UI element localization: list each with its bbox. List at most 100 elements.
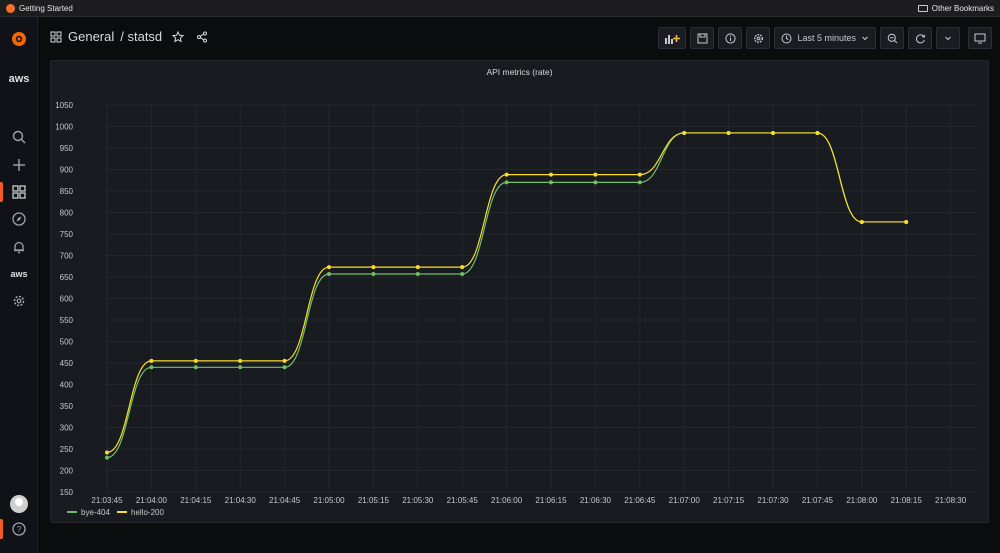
dashboards-nav[interactable] — [0, 180, 38, 204]
chevron-down-icon — [862, 36, 868, 41]
x-tick-label: 21:05:30 — [402, 496, 434, 505]
data-point — [193, 365, 198, 370]
data-point — [904, 219, 909, 224]
dashboard-settings-button[interactable] — [746, 27, 771, 49]
add-panel-icon — [665, 34, 681, 44]
alerting-nav[interactable] — [0, 235, 38, 259]
refresh-icon — [915, 33, 925, 43]
y-tick-label: 350 — [60, 402, 74, 411]
x-axis: 21:03:45 21:04:00 21:04:15 21:04:30 21:04:45… — [91, 496, 966, 505]
data-point — [193, 358, 198, 363]
x-tick-label: 21:06:30 — [580, 496, 612, 505]
search-nav[interactable] — [0, 125, 38, 149]
gear-icon — [753, 33, 764, 43]
x-tick-label: 21:06:15 — [535, 496, 567, 505]
monitor-icon — [974, 33, 986, 43]
plus-icon — [13, 159, 25, 171]
x-tick-label: 21:05:45 — [447, 496, 479, 505]
y-axis: 150 200 250 300 350 400 450 500 550 600 650 700 750 8… — [55, 101, 73, 497]
data-point — [859, 219, 864, 224]
data-point — [415, 265, 420, 270]
explore-nav[interactable] — [0, 207, 38, 231]
data-point — [593, 180, 598, 185]
save-dashboard-button[interactable] — [690, 27, 715, 49]
data-point — [282, 358, 287, 363]
dashboards-grid-icon — [12, 185, 26, 199]
dashboard-toolbar: Last 5 minutes — [658, 27, 992, 49]
y-tick-label: 550 — [60, 316, 74, 325]
share-icon[interactable] — [196, 31, 208, 43]
x-tick-label: 21:07:15 — [713, 496, 745, 505]
breadcrumb-folder[interactable]: General — [68, 29, 115, 44]
legend-label[interactable]: bye-404 — [81, 508, 110, 517]
data-point — [371, 271, 376, 276]
help-nav[interactable]: ? — [0, 517, 38, 541]
grafana-logo-icon — [12, 32, 26, 46]
series-layer — [105, 130, 909, 460]
add-panel-button[interactable] — [658, 27, 687, 49]
x-tick-label: 21:04:30 — [225, 496, 257, 505]
page-title[interactable]: / statsd — [120, 29, 163, 44]
y-tick-label: 450 — [60, 359, 74, 368]
legend-label[interactable]: hello-200 — [131, 508, 164, 517]
y-tick-label: 200 — [60, 467, 74, 476]
configuration-nav[interactable] — [0, 289, 38, 313]
graph-panel[interactable]: API metrics (rate) 150 200 250 300 350 400 450… — [50, 60, 989, 523]
dashboard-navbar: General / statsd Last 5 minutes — [38, 17, 1000, 59]
refresh-button[interactable] — [908, 27, 932, 49]
svg-text:?: ? — [17, 525, 22, 534]
dashboard-info-button[interactable] — [718, 27, 743, 49]
profile-nav[interactable] — [0, 492, 38, 516]
x-tick-label: 21:05:00 — [313, 496, 345, 505]
data-point — [504, 180, 509, 185]
data-point — [149, 358, 154, 363]
star-icon[interactable] — [172, 30, 185, 43]
bookmark-getting-started[interactable]: Getting Started — [6, 3, 73, 13]
refresh-interval-button[interactable] — [936, 27, 960, 49]
firefox-icon — [6, 3, 15, 13]
x-tick-label: 21:03:45 — [91, 496, 123, 505]
y-tick-label: 950 — [60, 144, 74, 153]
data-point — [238, 365, 243, 370]
aws-logo[interactable]: aws — [0, 67, 38, 91]
data-point — [327, 271, 331, 276]
aws-nav[interactable]: aws — [0, 262, 38, 286]
sidebar: aws aws ? — [0, 17, 38, 553]
aws-label: aws — [10, 269, 28, 279]
data-point — [460, 271, 465, 276]
x-tick-label: 21:05:15 — [358, 496, 390, 505]
dashboard-grid-icon — [50, 31, 62, 42]
data-point — [327, 265, 331, 270]
x-tick-label: 21:06:00 — [491, 496, 523, 505]
data-point — [504, 172, 509, 177]
data-point — [771, 130, 775, 135]
bookmark-other-bookmarks[interactable]: Other Bookmarks — [917, 3, 994, 13]
y-tick-label: 650 — [60, 273, 74, 282]
x-tick-label: 21:06:45 — [624, 496, 656, 505]
time-picker-button[interactable]: Last 5 minutes — [774, 27, 876, 49]
y-tick-label: 400 — [60, 381, 74, 390]
y-tick-label: 900 — [60, 166, 74, 175]
search-icon — [12, 130, 26, 144]
x-tick-label: 21:08:30 — [935, 496, 967, 505]
zoom-out-button[interactable] — [880, 27, 904, 49]
grafana-logo[interactable] — [0, 27, 38, 51]
data-point — [549, 180, 553, 185]
bookmarks-bar: Getting Started Other Bookmarks — [0, 0, 1000, 17]
create-nav[interactable] — [0, 153, 38, 177]
chart-grid — [106, 104, 978, 493]
avatar — [10, 495, 28, 513]
y-tick-label: 700 — [60, 252, 74, 261]
x-tick-label: 21:08:00 — [846, 496, 878, 505]
x-tick-label: 21:04:45 — [269, 496, 301, 505]
x-tick-label: 21:07:45 — [802, 496, 834, 505]
gear-icon — [13, 295, 25, 307]
x-tick-label: 21:04:15 — [180, 496, 212, 505]
bookmark-label: Other Bookmarks — [931, 3, 994, 13]
panel-title[interactable]: API metrics (rate) — [486, 67, 553, 77]
y-tick-label: 150 — [60, 488, 74, 497]
tv-mode-button[interactable] — [968, 27, 992, 49]
line-chart: 150 200 250 300 350 400 450 500 550 600 650 700 750 8… — [55, 101, 978, 517]
compass-icon — [12, 212, 26, 226]
time-range-label: Last 5 minutes — [797, 33, 856, 43]
